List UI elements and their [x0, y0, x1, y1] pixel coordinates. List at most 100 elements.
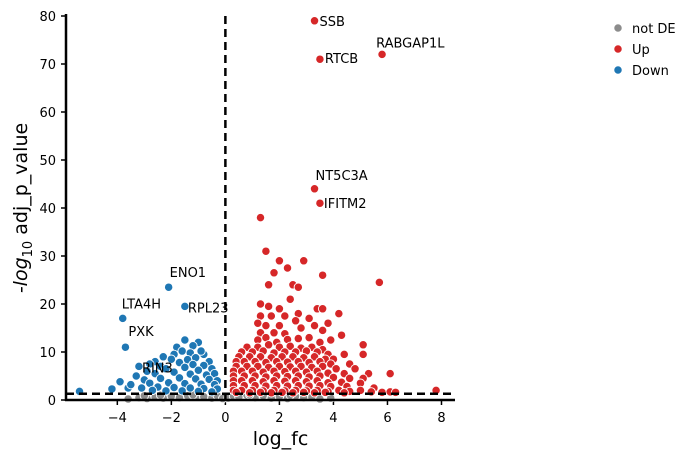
gene-label: SSB	[320, 15, 345, 30]
point-down	[134, 361, 144, 372]
gene-label: ENO1	[170, 266, 206, 281]
point-up	[385, 368, 395, 379]
gene-label: PXK	[128, 325, 154, 340]
point-up	[374, 277, 385, 288]
point-down	[158, 352, 168, 362]
point-down	[166, 354, 177, 364]
point-down	[193, 365, 204, 375]
point-up	[274, 256, 285, 266]
point-up	[274, 320, 285, 331]
point-up	[255, 212, 266, 223]
point-up	[263, 280, 274, 290]
point-up	[331, 364, 341, 374]
point-down	[155, 373, 166, 384]
point-down	[180, 301, 190, 312]
point-up	[320, 387, 330, 397]
x-tick-label: 6	[383, 411, 391, 426]
y-tick-label: 60	[39, 106, 56, 121]
point-up	[326, 335, 336, 345]
point-up	[358, 349, 368, 360]
point-up	[299, 387, 309, 397]
x-tick-label: 0	[221, 411, 229, 426]
point-down	[185, 383, 195, 393]
axes	[64, 14, 455, 402]
legend-label: not DE	[632, 22, 676, 37]
point-up	[315, 198, 325, 208]
y-tick-label: 80	[39, 10, 56, 25]
point-up	[309, 184, 320, 194]
point-down	[131, 371, 141, 381]
point-down	[147, 385, 158, 396]
point-up	[315, 54, 325, 64]
threshold-lines	[66, 16, 455, 400]
point-up	[293, 333, 303, 344]
gene-label: NT5C3A	[316, 169, 368, 184]
point-up	[323, 318, 333, 328]
point-down	[164, 282, 174, 292]
point-up	[255, 387, 266, 397]
y-tick-label: 40	[39, 202, 56, 217]
gene-labels: SSB RTCB RABGAP1L NT5C3A IFITM2 ENO1 RPL23 LTA4…	[122, 15, 445, 377]
point-up	[350, 364, 360, 374]
point-up	[339, 349, 349, 360]
point-up	[304, 332, 314, 343]
point-up	[355, 385, 366, 396]
point-up	[309, 320, 320, 331]
point-down	[120, 342, 131, 352]
y-axis-title-rest: adj_p_value	[10, 123, 32, 241]
point-down	[174, 373, 185, 383]
legend-marker	[613, 65, 623, 75]
point-down	[196, 346, 206, 356]
point-down	[107, 384, 117, 394]
point-up	[285, 341, 295, 351]
point-down	[118, 313, 128, 324]
point-up	[255, 299, 266, 309]
point-up	[377, 387, 387, 397]
point-up	[299, 256, 309, 266]
point-up	[336, 330, 347, 340]
x-tick-label: −2	[162, 411, 181, 426]
point-down	[169, 367, 179, 377]
point-up	[261, 320, 271, 331]
point-up	[231, 387, 241, 397]
point-up	[280, 311, 290, 321]
y-tick-label: 30	[39, 250, 56, 265]
point-up	[261, 246, 271, 256]
point-down	[169, 382, 179, 393]
y-tick-label: 20	[39, 298, 56, 313]
y-tick-label: 70	[39, 58, 56, 73]
gene-label: RIN3	[142, 361, 173, 376]
point-up	[344, 373, 355, 384]
y-tick-label: 50	[39, 154, 56, 169]
point-down	[177, 346, 187, 356]
y-tick-label: 0	[48, 394, 56, 409]
gene-label: LTA4H	[122, 297, 161, 312]
x-axis-title: log_fc	[253, 428, 309, 450]
point-up	[290, 316, 301, 326]
x-tick-label: 4	[329, 411, 337, 426]
point-up	[269, 328, 279, 338]
y-axis-title-subscript: 10	[21, 241, 36, 258]
point-up	[334, 308, 344, 319]
point-up	[266, 311, 276, 321]
legend-marker	[613, 23, 623, 33]
point-up	[253, 318, 263, 328]
point-down	[115, 377, 125, 387]
y-tick-label: 10	[39, 346, 56, 361]
gene-label: IFITM2	[324, 197, 367, 212]
point-up	[282, 263, 293, 273]
point-down	[180, 335, 190, 345]
gene-label: RPL23	[188, 301, 229, 316]
x-tick-label: −4	[108, 411, 127, 426]
y-axis-title: -log10 adj_p_value	[10, 123, 36, 293]
point-up	[293, 282, 303, 292]
point-down	[188, 359, 198, 370]
legend: not DE Up Down	[613, 22, 676, 79]
point-up	[317, 270, 328, 280]
point-up	[377, 49, 387, 60]
point-up	[304, 313, 314, 324]
point-up	[296, 323, 306, 333]
point-up	[358, 340, 368, 350]
legend-marker	[613, 44, 623, 54]
